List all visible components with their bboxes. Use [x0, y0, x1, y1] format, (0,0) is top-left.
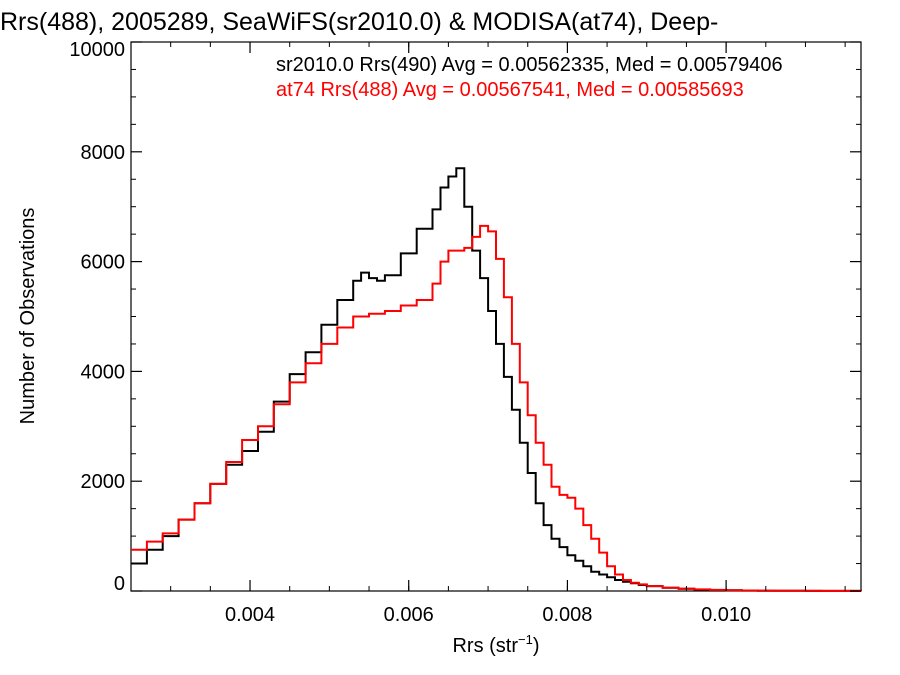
x-axis-label-superscript: −1 [518, 632, 533, 647]
y-tick-label: 6000 [81, 252, 126, 274]
y-tick-label: 0 [114, 573, 125, 595]
y-tick-label: 4000 [81, 361, 126, 383]
x-axis-label-main: Rrs (str [452, 635, 518, 657]
x-axis-label: Rrs (str−1) [452, 632, 539, 657]
legend-entry-sr2010: sr2010.0 Rrs(490) Avg = 0.00562335, Med … [276, 54, 783, 76]
y-tick-label: 8000 [81, 142, 126, 164]
x-axis-ticks: 0.004 0.006 0.008 0.010 [170, 42, 846, 626]
x-tick-label: 0.004 [225, 604, 275, 626]
x-axis-label-end: ) [533, 635, 540, 657]
y-axis-ticks: 0 2000 4000 6000 8000 10000 [69, 39, 861, 595]
y-tick-label: 2000 [81, 471, 126, 493]
x-tick-label: 0.006 [384, 604, 434, 626]
y-axis-label: Number of Observations [17, 208, 39, 425]
y-tick-label: 10000 [69, 39, 125, 61]
legend: sr2010.0 Rrs(490) Avg = 0.00562335, Med … [276, 54, 783, 101]
series-layer [131, 167, 862, 592]
plot-area: 0.004 0.006 0.008 0.010 0 2000 4000 6000 8000 10… [69, 39, 862, 626]
legend-entry-at74: at74 Rrs(488) Avg = 0.00567541, Med = 0.… [276, 79, 744, 101]
chart-title: Rrs(488), 2005289, SeaWiFS(sr2010.0) & M… [0, 8, 718, 36]
x-tick-label: 0.010 [701, 604, 751, 626]
x-tick-label: 0.008 [542, 604, 592, 626]
series-line-1 [131, 224, 862, 592]
